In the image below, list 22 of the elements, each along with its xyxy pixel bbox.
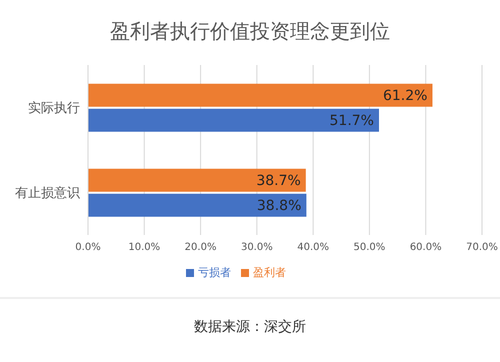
- x-tick-label: 60.0%: [410, 242, 442, 254]
- x-tick-label: 20.0%: [184, 242, 216, 254]
- legend-label: 亏损者: [198, 266, 231, 279]
- y-tick-label: 实际执行: [28, 101, 80, 116]
- x-tick-label: 30.0%: [240, 242, 273, 254]
- x-tick-label: 10.0%: [128, 242, 160, 254]
- bar: [88, 84, 432, 107]
- bar: [88, 194, 306, 217]
- bar: [88, 108, 379, 132]
- source-note: 数据来源：深交所: [193, 318, 307, 336]
- legend-label: 盈利者: [253, 266, 286, 279]
- data-label: 51.7%: [330, 113, 374, 130]
- bar: [88, 168, 306, 192]
- data-label: 38.8%: [256, 198, 302, 214]
- y-tick-label: 有止损意识: [15, 186, 80, 202]
- data-label: 61.2%: [382, 88, 428, 104]
- x-tick-label: 40.0%: [297, 242, 330, 254]
- chart-title: 盈利者执行价值投资理念更到位: [109, 18, 391, 45]
- x-tick-label: 70.0%: [466, 242, 498, 254]
- data-label: 38.7%: [256, 173, 301, 190]
- x-tick-label: 0.0%: [75, 242, 101, 254]
- x-tick-label: 50.0%: [354, 242, 386, 254]
